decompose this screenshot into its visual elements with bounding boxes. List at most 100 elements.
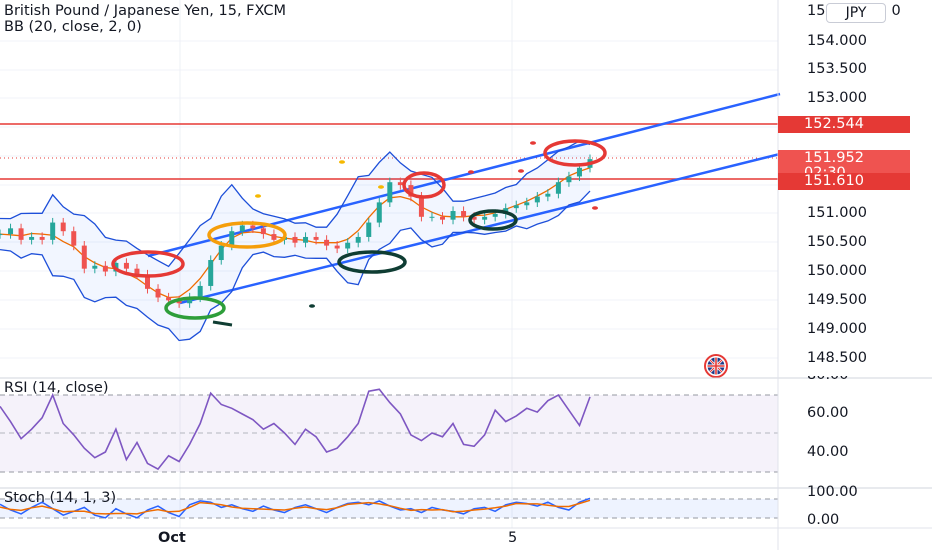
candle-body xyxy=(513,205,519,209)
candle-body xyxy=(208,260,214,286)
candle-body xyxy=(482,216,488,220)
annotation-circle-red[interactable] xyxy=(543,139,607,167)
candle-body xyxy=(155,288,161,298)
time-axis-label: 5 xyxy=(508,530,518,546)
candle-body xyxy=(324,239,330,246)
candle-body xyxy=(313,236,319,240)
candle-body xyxy=(0,234,3,236)
candle-body xyxy=(123,262,129,269)
candle-body xyxy=(18,228,24,240)
candle-body xyxy=(39,236,45,240)
uk-flag-icon[interactable] xyxy=(704,354,728,378)
candle-body xyxy=(29,236,35,240)
annotation-circle-darkgreen[interactable] xyxy=(468,209,518,231)
candle-body xyxy=(187,297,193,304)
candle-body xyxy=(345,242,351,249)
candle-body xyxy=(260,228,266,235)
candle-body xyxy=(218,245,224,261)
candle-body xyxy=(8,228,14,235)
marker-dash xyxy=(212,320,233,327)
support-price-tag[interactable]: 151.610 xyxy=(778,173,910,190)
candle-body xyxy=(166,297,172,301)
annotation-circle-green[interactable] xyxy=(164,296,226,320)
candle-body xyxy=(50,222,56,240)
candle-body xyxy=(545,193,551,197)
resistance-price-tag[interactable]: 152.544 xyxy=(778,116,910,133)
candle-body xyxy=(534,196,540,203)
time-axis-label: Oct xyxy=(158,530,186,546)
candle-body xyxy=(429,216,435,218)
candle-body xyxy=(576,167,582,177)
candle-body xyxy=(60,222,66,232)
marker-dot xyxy=(309,304,315,308)
bb-upper-band xyxy=(0,140,591,268)
marker-dot xyxy=(518,169,524,173)
candle-body xyxy=(229,231,235,246)
price-axis-label: 149.000 xyxy=(807,321,867,337)
candle-body xyxy=(102,265,108,272)
candle-body xyxy=(524,202,530,206)
candle-body xyxy=(176,300,182,304)
annotation-circle-darkgreen[interactable] xyxy=(337,250,407,274)
price-axis-label: 151.000 xyxy=(807,205,867,221)
marker-dot xyxy=(530,141,536,145)
candle-body xyxy=(134,268,140,275)
price-axis-label: 148.500 xyxy=(807,350,867,366)
stoch-axis-label: 0.00 xyxy=(807,512,840,528)
stoch-k-line xyxy=(0,497,591,519)
candle-body xyxy=(555,182,561,194)
candle-body xyxy=(376,202,382,223)
candle-body xyxy=(292,236,298,243)
annotation-circle-red[interactable] xyxy=(402,171,446,199)
candle-body xyxy=(239,225,245,232)
rsi-axis-label: 60.00 xyxy=(807,405,849,421)
currency-button[interactable]: JPY xyxy=(826,3,886,23)
candle-body xyxy=(355,236,361,243)
rsi-line xyxy=(0,388,591,471)
candle-body xyxy=(566,176,572,183)
candle-body xyxy=(366,222,372,237)
candle-body xyxy=(450,211,456,220)
price-axis-partial-label: 15 0 xyxy=(807,3,901,19)
candle-body xyxy=(81,245,87,269)
bb-lower-band xyxy=(0,190,591,342)
candle-body xyxy=(71,231,77,246)
price-axis-label: 150.000 xyxy=(807,263,867,279)
symbol-title[interactable]: British Pound / Japanese Yen, 15, FXCM xyxy=(4,3,287,19)
annotation-circle-orange[interactable] xyxy=(207,221,287,249)
stoch-pane-title[interactable]: Stoch (14, 1, 3) xyxy=(4,490,117,506)
price-axis-label: 153.500 xyxy=(807,61,867,77)
candle-body xyxy=(471,216,477,220)
annotation-circle-red[interactable] xyxy=(111,250,185,278)
last-price-value: 151.952 xyxy=(804,150,864,166)
candle-body xyxy=(397,182,403,186)
marker-dot xyxy=(378,185,384,189)
candle-body xyxy=(334,245,340,249)
candle-body xyxy=(418,196,424,217)
rsi-pane-title[interactable]: RSI (14, close) xyxy=(4,380,109,396)
candle-body xyxy=(408,185,414,197)
candle-body xyxy=(92,265,98,269)
price-axis-label: 149.500 xyxy=(807,292,867,308)
marker-dot xyxy=(468,170,474,174)
candle-body xyxy=(387,182,393,203)
candle-body xyxy=(197,285,203,298)
price-axis-label: 150.500 xyxy=(807,234,867,250)
candle-body xyxy=(303,236,309,243)
candle-body xyxy=(271,234,277,240)
candle-body xyxy=(250,225,256,229)
candle-body xyxy=(145,274,150,289)
stoch-d-line xyxy=(0,499,591,515)
indicator-legend-bb[interactable]: BB (20, close, 2, 0) xyxy=(4,19,142,35)
marker-dot xyxy=(339,160,345,164)
price-axis-label: 154.000 xyxy=(807,33,867,49)
candle-body xyxy=(461,211,467,217)
rsi-axis-partial-label: 80.00 xyxy=(807,367,849,383)
candle-body xyxy=(440,216,445,220)
price-axis-label: 153.000 xyxy=(807,90,867,106)
marker-dot xyxy=(592,206,598,210)
stoch-axis-label: 100.00 xyxy=(807,484,858,500)
candle-body xyxy=(492,213,498,217)
marker-dot xyxy=(255,194,261,198)
